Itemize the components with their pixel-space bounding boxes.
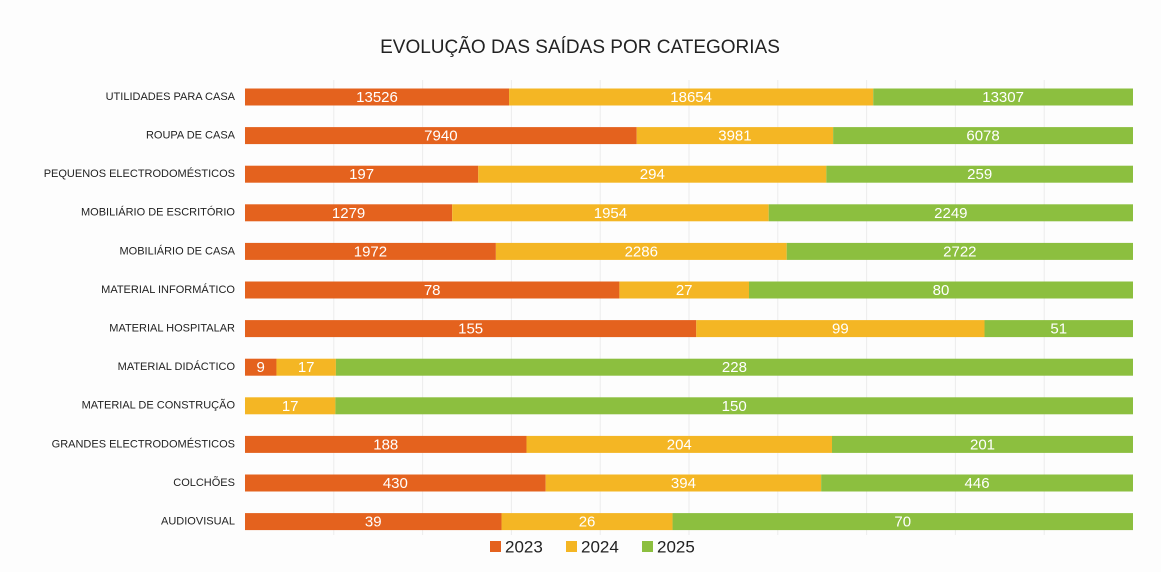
bar-segment (335, 397, 1133, 415)
bar-segment (478, 165, 827, 183)
data-label: 17 (298, 359, 315, 376)
bar-segment (619, 281, 749, 299)
bar-segment (245, 435, 527, 453)
bar-segment (636, 127, 834, 145)
bar-segment (245, 358, 277, 376)
bar-segment (832, 435, 1133, 453)
bar-segment (826, 165, 1133, 183)
bar-segment (821, 474, 1133, 492)
data-label: 7940 (424, 128, 457, 145)
bar-segment (245, 165, 479, 183)
bar-segment (509, 88, 874, 106)
y-tick-label: MOBILIÁRIO DE CASA (119, 244, 235, 257)
bar-segment (984, 320, 1133, 338)
data-label: 228 (722, 359, 747, 376)
data-label: 78 (424, 282, 441, 299)
bar-segment (245, 281, 620, 299)
data-label: 13526 (356, 89, 398, 106)
data-label: 204 (667, 436, 692, 453)
legend-swatch (490, 541, 501, 552)
data-label: 18654 (670, 89, 712, 106)
bar-segment (245, 204, 453, 222)
data-label: 9 (257, 359, 265, 376)
bar-segment (696, 320, 985, 338)
data-label: 2722 (943, 243, 976, 260)
y-tick-label: COLCHÕES (173, 476, 235, 489)
data-label: 446 (965, 475, 990, 492)
data-label: 6078 (966, 128, 999, 145)
bar-segment (276, 358, 336, 376)
data-label: 1972 (354, 243, 387, 260)
y-tick-label: MATERIAL HOSPITALAR (109, 323, 235, 335)
bar-segment (245, 242, 496, 260)
bar-segment (768, 204, 1133, 222)
bar-segment (873, 88, 1133, 106)
bar-segment (245, 88, 510, 106)
data-label: 80 (933, 282, 950, 299)
data-label: 155 (458, 321, 483, 338)
bar-segment (501, 513, 673, 531)
legend-label: 2025 (657, 537, 695, 556)
bar-segment (495, 242, 787, 260)
data-label: 150 (722, 398, 747, 415)
bar-segment (245, 127, 637, 145)
data-label: 70 (894, 514, 911, 531)
data-label: 1954 (594, 205, 627, 222)
data-label: 2249 (934, 205, 967, 222)
y-tick-label: PEQUENOS ELECTRODOMÉSTICOS (44, 167, 235, 180)
legend-swatch (566, 541, 577, 552)
data-label: 26 (579, 514, 596, 531)
bar-segment (833, 127, 1133, 145)
y-tick-label: AUDIOVISUAL (161, 516, 235, 528)
bar-segment (245, 397, 336, 415)
data-label: 99 (832, 321, 849, 338)
data-label: 188 (373, 436, 398, 453)
data-label: 1279 (332, 205, 365, 222)
data-label: 39 (365, 514, 382, 531)
data-label: 13307 (982, 89, 1024, 106)
data-label: 197 (349, 166, 374, 183)
bar-segment (545, 474, 822, 492)
legend-label: 2024 (581, 537, 619, 556)
bar-segment (452, 204, 769, 222)
data-label: 2286 (625, 243, 658, 260)
data-label: 430 (383, 475, 408, 492)
data-label: 394 (671, 475, 696, 492)
data-label: 259 (967, 166, 992, 183)
legend-label: 2023 (505, 537, 543, 556)
bar-segment (672, 513, 1133, 531)
data-label: 294 (640, 166, 665, 183)
chart-title: EVOLUÇÃO DAS SAÍDAS POR CATEGORIAS (380, 36, 780, 58)
data-label: 3981 (718, 128, 751, 145)
bar-segment (245, 513, 502, 531)
bar-segment (245, 474, 546, 492)
y-tick-label: UTILIDADES PARA CASA (106, 91, 236, 103)
bar-segment (335, 358, 1133, 376)
data-label: 27 (676, 282, 693, 299)
data-label: 201 (970, 436, 995, 453)
y-tick-label: MOBILIÁRIO DE ESCRITÓRIO (81, 206, 235, 219)
y-tick-label: GRANDES ELECTRODOMÉSTICOS (52, 437, 235, 450)
data-label: 51 (1050, 321, 1067, 338)
data-label: 17 (282, 398, 299, 415)
bar-segment (786, 242, 1133, 260)
bar-segment (526, 435, 833, 453)
bar-segment (749, 281, 1133, 299)
y-tick-label: MATERIAL DIDÁCTICO (118, 360, 236, 373)
legend-swatch (642, 541, 653, 552)
y-tick-label: ROUPA DE CASA (146, 130, 236, 142)
y-tick-label: MATERIAL DE CONSTRUÇÃO (82, 399, 236, 412)
bar-segment (245, 320, 697, 338)
y-tick-label: MATERIAL INFORMÁTICO (101, 283, 235, 296)
